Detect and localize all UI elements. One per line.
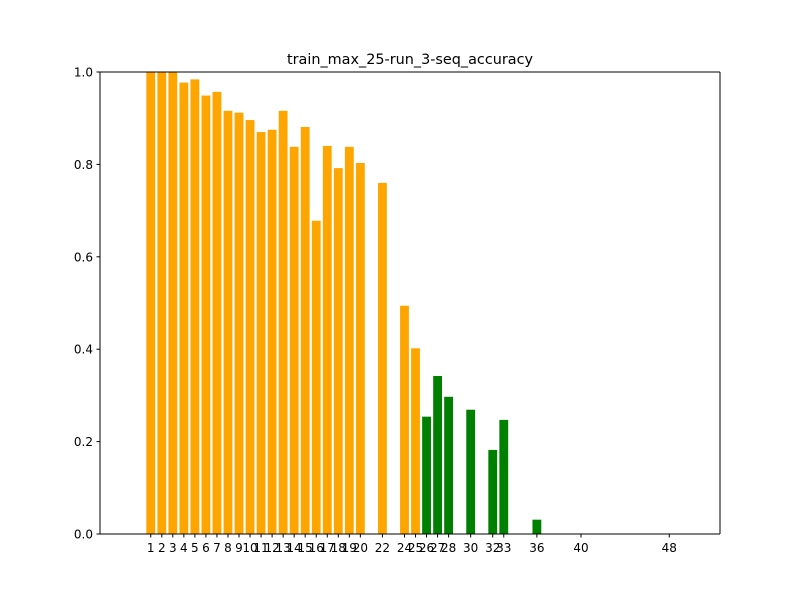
x-tick-label: 27 — [430, 541, 445, 555]
bar-3 — [168, 72, 178, 534]
bars-layer — [146, 72, 542, 535]
x-tick-label: 19 — [342, 541, 357, 555]
bar-13 — [278, 110, 288, 534]
bar-25 — [411, 348, 420, 534]
x-tick-label: 5 — [191, 541, 199, 555]
x-tick-label: 2 — [158, 541, 166, 555]
bar-26 — [422, 416, 431, 534]
bar-18 — [333, 168, 343, 534]
x-tick-label: 20 — [353, 541, 368, 555]
bar-9 — [234, 112, 244, 534]
y-tick-label: 0.8 — [74, 158, 93, 172]
x-tick-label: 10 — [242, 541, 257, 555]
bar-24 — [400, 305, 409, 534]
bar-22 — [378, 182, 387, 534]
bar-17 — [322, 145, 332, 535]
x-tick-label: 40 — [573, 541, 588, 555]
bar-16 — [311, 220, 321, 534]
y-tick-label: 0.2 — [74, 435, 93, 449]
axes-layer — [99, 71, 721, 535]
bar-8 — [223, 110, 233, 534]
bar-2 — [157, 72, 167, 534]
x-tick-label: 18 — [331, 541, 346, 555]
x-tick-label: 3 — [169, 541, 177, 555]
x-tick-label: 26 — [419, 541, 434, 555]
bar-1 — [146, 72, 156, 534]
x-tick-label: 14 — [287, 541, 302, 555]
bar-6 — [201, 95, 211, 534]
x-tick-label: 15 — [298, 541, 313, 555]
x-tick-label: 16 — [309, 541, 324, 555]
x-tick-label: 13 — [275, 541, 290, 555]
x-tick-label: 36 — [529, 541, 544, 555]
bar-32 — [488, 449, 498, 534]
bar-7 — [212, 91, 222, 535]
bar-12 — [267, 129, 277, 534]
bar-10 — [245, 120, 255, 535]
x-tick-label: 28 — [441, 541, 456, 555]
ticks-layer: 0.00.20.40.60.81.01 2 3 4 5 6 7 8 9 1011121314151… — [74, 66, 677, 556]
bar-15 — [300, 126, 310, 534]
bar-27 — [433, 376, 442, 534]
x-tick-label: 48 — [662, 541, 677, 555]
bar-36 — [532, 519, 542, 534]
y-tick-label: 1.0 — [74, 66, 93, 80]
x-tick-label: 6 — [202, 541, 210, 555]
bar-14 — [289, 146, 299, 534]
x-tick-label: 17 — [320, 541, 335, 555]
bar-33 — [499, 419, 509, 534]
bar-28 — [444, 396, 454, 534]
bar-19 — [344, 146, 354, 534]
x-tick-label: 32 — [485, 541, 500, 555]
bar-30 — [466, 409, 476, 534]
y-tick-label: 0.0 — [74, 528, 93, 542]
x-tick-label: 9 — [235, 541, 243, 555]
bar-4 — [179, 82, 189, 534]
x-tick-label: 8 — [224, 541, 232, 555]
x-tick-label: 22 — [375, 541, 390, 555]
y-tick-label: 0.4 — [74, 343, 93, 357]
chart-title: train_max_25-run_3-seq_accuracy — [287, 52, 534, 68]
x-tick-label: 1 — [147, 541, 155, 555]
x-tick-label: 11 — [253, 541, 268, 555]
x-tick-label: 4 — [180, 541, 188, 555]
x-tick-label: 7 — [213, 541, 221, 555]
bar-20 — [355, 163, 365, 534]
x-tick-label: 30 — [463, 541, 478, 555]
x-tick-label: 12 — [264, 541, 279, 555]
bar-11 — [256, 132, 266, 534]
x-tick-label: 33 — [496, 541, 511, 555]
y-tick-label: 0.6 — [74, 250, 93, 264]
x-tick-label: 25 — [408, 541, 423, 555]
bar-5 — [190, 79, 200, 534]
x-tick-label: 24 — [397, 541, 412, 555]
